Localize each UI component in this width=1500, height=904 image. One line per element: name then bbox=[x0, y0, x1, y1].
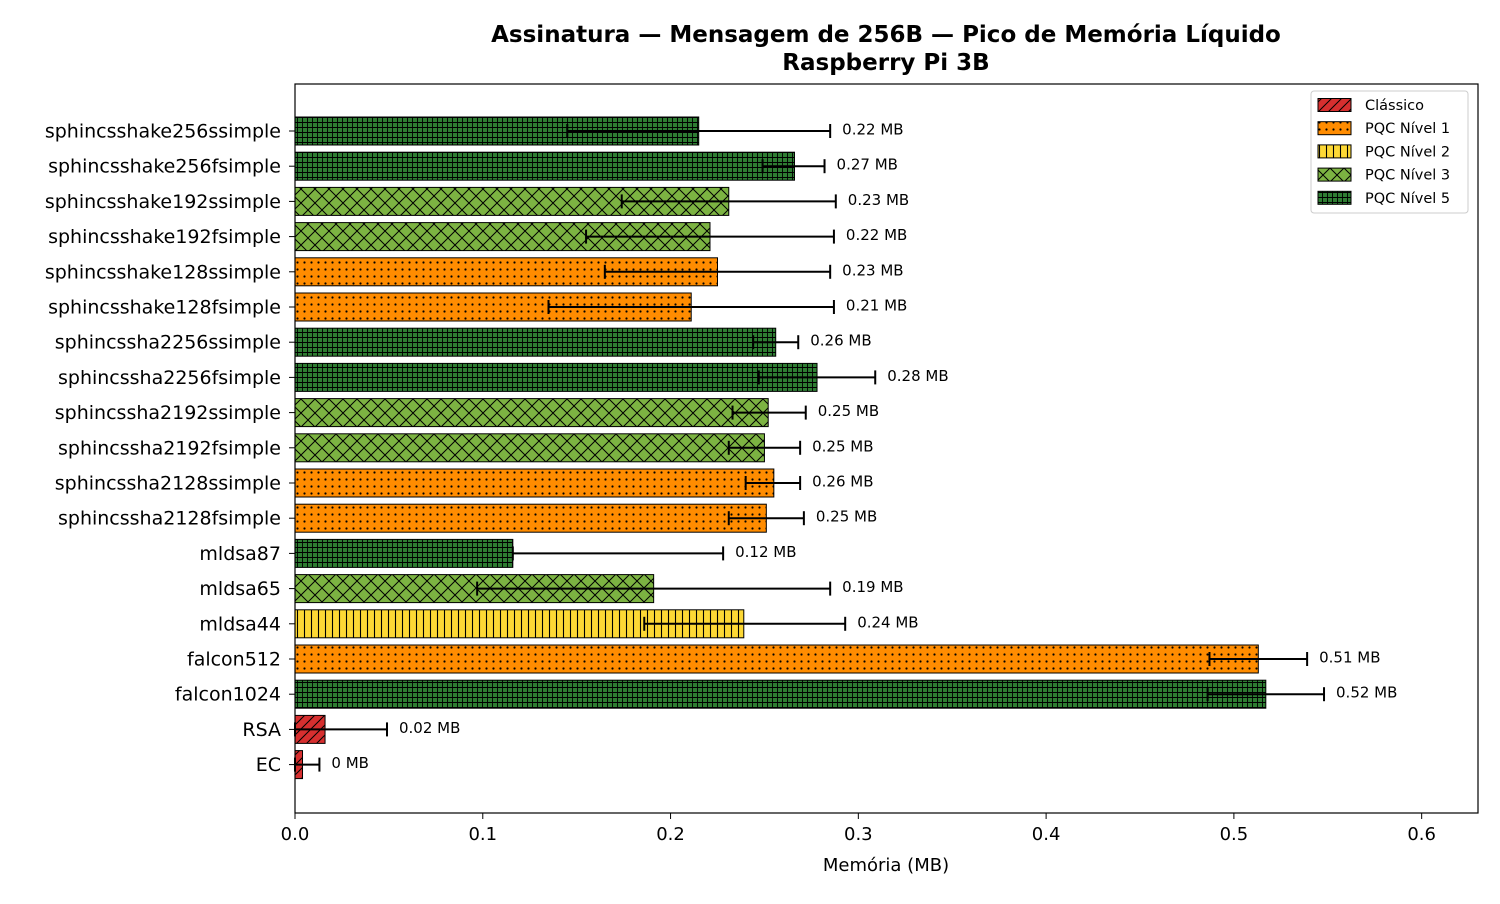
value-label-sphincssha2192ssimple: 0.25 MB bbox=[818, 402, 879, 420]
legend-label-4: PQC Nível 5 bbox=[1365, 191, 1450, 207]
value-label-falcon512: 0.51 MB bbox=[1319, 649, 1380, 667]
plot-area-frame bbox=[294, 83, 1479, 814]
bar-mldsa87 bbox=[294, 538, 514, 568]
value-label-sphincsshake256ssimple: 0.22 MB bbox=[842, 121, 903, 139]
value-label-EC: 0 MB bbox=[331, 754, 369, 772]
error-bars-layer bbox=[294, 124, 1326, 772]
category-labels-layer: sphincsshake256ssimple sphincsshake256fsi… bbox=[45, 121, 295, 776]
value-label-falcon1024: 0.52 MB bbox=[1336, 684, 1397, 702]
x-tick-label-2: 0.2 bbox=[656, 824, 685, 845]
bar-sphincssha2128ssimple bbox=[294, 468, 775, 498]
value-label-sphincssha2256ssimple: 0.26 MB bbox=[810, 332, 871, 350]
bar-sphincssha2192ssimple bbox=[294, 398, 769, 428]
value-label-RSA: 0.02 MB bbox=[399, 719, 460, 737]
category-label-sphincssha2192ssimple: sphincssha2192ssimple bbox=[55, 402, 281, 424]
chart-subtitle: Raspberry Pi 3B bbox=[782, 50, 989, 76]
legend-swatch-4 bbox=[1317, 190, 1352, 205]
category-label-sphincsshake256ssimple: sphincsshake256ssimple bbox=[45, 121, 281, 143]
legend-swatch-3 bbox=[1317, 167, 1352, 182]
value-label-sphincssha2256fsimple: 0.28 MB bbox=[887, 367, 948, 385]
category-label-sphincssha2192fsimple: sphincssha2192fsimple bbox=[58, 437, 281, 459]
category-label-sphincsshake192ssimple: sphincsshake192ssimple bbox=[45, 191, 281, 213]
value-label-sphincsshake128ssimple: 0.23 MB bbox=[842, 261, 903, 279]
value-label-sphincssha2192fsimple: 0.25 MB bbox=[812, 437, 873, 455]
legend-label-0: Clássico bbox=[1365, 98, 1424, 114]
value-label-sphincssha2128fsimple: 0.25 MB bbox=[816, 508, 877, 526]
bar-sphincssha2128fsimple bbox=[294, 503, 767, 533]
value-label-sphincssha2128ssimple: 0.26 MB bbox=[812, 473, 873, 491]
x-axis-ticks: 0.0 0.1 0.2 0.3 0.4 0.5 0.6 bbox=[281, 813, 1436, 845]
category-label-mldsa65: mldsa65 bbox=[199, 578, 281, 600]
value-label-mldsa44: 0.24 MB bbox=[857, 613, 918, 631]
category-label-sphincsshake128fsimple: sphincsshake128fsimple bbox=[48, 297, 281, 319]
category-label-sphincsshake256fsimple: sphincsshake256fsimple bbox=[48, 156, 281, 178]
category-label-sphincsshake192fsimple: sphincsshake192fsimple bbox=[48, 226, 281, 248]
x-tick-label-3: 0.3 bbox=[844, 824, 873, 845]
category-label-falcon512: falcon512 bbox=[187, 649, 281, 671]
value-label-sphincsshake192ssimple: 0.23 MB bbox=[848, 191, 909, 209]
x-tick-label-6: 0.6 bbox=[1407, 824, 1436, 845]
value-label-sphincsshake192fsimple: 0.22 MB bbox=[846, 226, 907, 244]
category-label-sphincssha2128ssimple: sphincssha2128ssimple bbox=[55, 473, 281, 495]
category-label-sphincssha2256fsimple: sphincssha2256fsimple bbox=[58, 367, 281, 389]
value-label-sphincsshake128fsimple: 0.21 MB bbox=[846, 297, 907, 315]
category-label-EC: EC bbox=[256, 754, 281, 776]
legend-label-3: PQC Nível 3 bbox=[1365, 168, 1450, 184]
category-label-mldsa87: mldsa87 bbox=[199, 543, 281, 565]
legend: Clássico PQC Nível 1 PQC Nível 2 PQC Nível … bbox=[1310, 90, 1469, 214]
legend-label-1: PQC Nível 1 bbox=[1365, 121, 1450, 137]
value-label-mldsa65: 0.19 MB bbox=[842, 578, 903, 596]
bar-sphincssha2256fsimple bbox=[294, 362, 818, 392]
bar-falcon512 bbox=[294, 644, 1259, 674]
value-label-mldsa87: 0.12 MB bbox=[735, 543, 796, 561]
category-label-sphincsshake128ssimple: sphincsshake128ssimple bbox=[45, 261, 281, 283]
x-tick-label-0: 0.0 bbox=[281, 824, 310, 845]
category-label-sphincssha2128fsimple: sphincssha2128fsimple bbox=[58, 508, 281, 530]
category-label-sphincssha2256ssimple: sphincssha2256ssimple bbox=[55, 332, 281, 354]
bar-sphincsshake256fsimple bbox=[294, 151, 795, 181]
legend-label-2: PQC Nível 2 bbox=[1365, 144, 1450, 160]
x-tick-label-5: 0.5 bbox=[1220, 824, 1249, 845]
x-axis-label: Memória (MB) bbox=[823, 855, 949, 876]
chart-title: Assinatura — Mensagem de 256B — Pico de … bbox=[491, 22, 1281, 48]
x-tick-label-4: 0.4 bbox=[1032, 824, 1061, 845]
category-label-mldsa44: mldsa44 bbox=[199, 613, 281, 635]
category-label-RSA: RSA bbox=[242, 719, 281, 741]
bar-sphincssha2256ssimple bbox=[294, 327, 777, 357]
value-labels-layer: 0.22 MB 0.27 MB 0.23 MB 0.22 MB 0.23 MB 0.21 … bbox=[331, 121, 1397, 773]
bar-sphincssha2192fsimple bbox=[294, 433, 765, 463]
value-label-sphincsshake256fsimple: 0.27 MB bbox=[837, 156, 898, 174]
category-label-falcon1024: falcon1024 bbox=[175, 684, 281, 706]
legend-swatch-1 bbox=[1317, 121, 1352, 136]
bar-falcon1024 bbox=[294, 679, 1267, 709]
x-tick-label-1: 0.1 bbox=[468, 824, 497, 845]
legend-swatch-2 bbox=[1317, 144, 1352, 159]
legend-swatch-0 bbox=[1317, 98, 1352, 112]
